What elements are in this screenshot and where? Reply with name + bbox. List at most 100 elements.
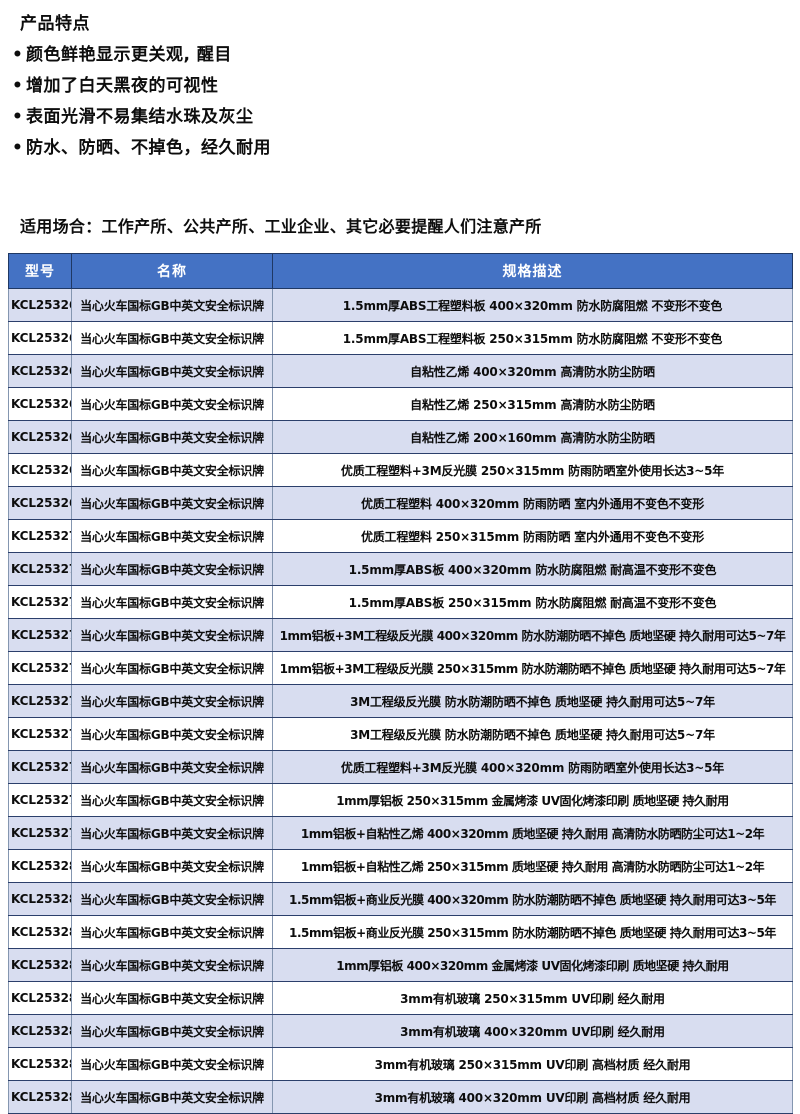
- cell-spec: 1mm厚铝板 400×320mm 金属烤漆 UV固化烤漆印刷 质地坚硬 持久耐用: [272, 948, 793, 982]
- cell-name: 当心火车国标GB中英文安全标识牌: [71, 1014, 273, 1048]
- cell-model: KCL253276: [8, 717, 72, 751]
- cell-spec: 优质工程塑料 400×320mm 防雨防晒 室内外通用不变色不变形: [272, 486, 793, 520]
- spec-table: 型号 名称 规格描述 KCL253263当心火车国标GB中英文安全标识牌1.5m…: [8, 253, 793, 1114]
- cell-name: 当心火车国标GB中英文安全标识牌: [71, 519, 273, 553]
- bullet-icon: •: [12, 138, 24, 158]
- cell-name: 当心火车国标GB中英文安全标识牌: [71, 552, 273, 586]
- cell-spec: 3M工程级反光膜 防水防潮防晒不掉色 质地坚硬 持久耐用可达5~7年: [272, 684, 793, 718]
- cell-model: KCL253267: [8, 420, 72, 454]
- table-row: KCL253283当心火车国标GB中英文安全标识牌1mm厚铝板 400×320m…: [8, 948, 793, 982]
- cell-name: 当心火车国标GB中英文安全标识牌: [71, 981, 273, 1015]
- cell-spec: 3mm有机玻璃 250×315mm UV印刷 高档材质 经久耐用: [272, 1047, 793, 1081]
- cell-model: KCL253280: [8, 849, 72, 883]
- cell-model: KCL253265: [8, 354, 72, 388]
- cell-model: KCL253284: [8, 981, 72, 1015]
- cell-spec: 1mm铝板+自粘性乙烯 400×320mm 质地坚硬 持久耐用 高清防水防晒防尘…: [272, 816, 793, 850]
- cell-model: KCL253277: [8, 750, 72, 784]
- cell-model: KCL253286: [8, 1047, 72, 1081]
- table-row: KCL253276当心火车国标GB中英文安全标识牌3M工程级反光膜 防水防潮防晒…: [8, 717, 793, 751]
- features-list: • 颜色鲜艳显示更关观, 醒目 • 增加了白天黑夜的可视性 • 表面光滑不易集结…: [0, 33, 800, 157]
- cell-model: KCL253264: [8, 321, 72, 355]
- cell-name: 当心火车国标GB中英文安全标识牌: [71, 882, 273, 916]
- cell-name: 当心火车国标GB中英文安全标识牌: [71, 783, 273, 817]
- table-header-row: 型号 名称 规格描述: [8, 253, 793, 289]
- cell-name: 当心火车国标GB中英文安全标识牌: [71, 717, 273, 751]
- cell-model: KCL253272: [8, 585, 72, 619]
- cell-spec: 1.5mm厚ABS板 250×315mm 防水防腐阻燃 耐高温不变形不变色: [272, 585, 793, 619]
- table-row: KCL253268当心火车国标GB中英文安全标识牌优质工程塑料+3M反光膜 25…: [8, 453, 793, 487]
- table-row: KCL253279当心火车国标GB中英文安全标识牌1mm铝板+自粘性乙烯 400…: [8, 816, 793, 850]
- cell-model: KCL253273: [8, 618, 72, 652]
- cell-name: 当心火车国标GB中英文安全标识牌: [71, 915, 273, 949]
- cell-name: 当心火车国标GB中英文安全标识牌: [71, 288, 273, 322]
- column-header-model: 型号: [8, 253, 72, 289]
- cell-spec: 优质工程塑料 250×315mm 防雨防晒 室内外通用不变色不变形: [272, 519, 793, 553]
- column-header-name: 名称: [71, 253, 273, 289]
- cell-name: 当心火车国标GB中英文安全标识牌: [71, 453, 273, 487]
- cell-model: KCL253275: [8, 684, 72, 718]
- table-row: KCL253266当心火车国标GB中英文安全标识牌自粘性乙烯 250×315mm…: [8, 387, 793, 421]
- table-row: KCL253277当心火车国标GB中英文安全标识牌优质工程塑料+3M反光膜 40…: [8, 750, 793, 784]
- cell-name: 当心火车国标GB中英文安全标识牌: [71, 651, 273, 685]
- cell-spec: 1.5mm厚ABS板 400×320mm 防水防腐阻燃 耐高温不变形不变色: [272, 552, 793, 586]
- cell-spec: 1.5mm铝板+商业反光膜 400×320mm 防水防潮防晒不掉色 质地坚硬 持…: [272, 882, 793, 916]
- cell-spec: 1.5mm厚ABS工程塑料板 400×320mm 防水防腐阻燃 不变形不变色: [272, 288, 793, 322]
- cell-spec: 自粘性乙烯 400×320mm 高清防水防尘防晒: [272, 354, 793, 388]
- cell-name: 当心火车国标GB中英文安全标识牌: [71, 684, 273, 718]
- bullet-icon: •: [12, 76, 24, 96]
- cell-spec: 1mm铝板+自粘性乙烯 250×315mm 质地坚硬 持久耐用 高清防水防晒防尘…: [272, 849, 793, 883]
- features-heading: 产品特点: [20, 14, 90, 34]
- cell-model: KCL253285: [8, 1014, 72, 1048]
- spec-table-head: 型号 名称 规格描述: [8, 253, 793, 289]
- cell-name: 当心火车国标GB中英文安全标识牌: [71, 816, 273, 850]
- cell-name: 当心火车国标GB中英文安全标识牌: [71, 420, 273, 454]
- cell-model: KCL253287: [8, 1080, 72, 1114]
- cell-spec: 3mm有机玻璃 400×320mm UV印刷 经久耐用: [272, 1014, 793, 1048]
- spec-table-body: KCL253263当心火车国标GB中英文安全标识牌1.5mm厚ABS工程塑料板 …: [8, 288, 793, 1114]
- cell-spec: 1mm厚铝板 250×315mm 金属烤漆 UV固化烤漆印刷 质地坚硬 持久耐用: [272, 783, 793, 817]
- table-row: KCL253275当心火车国标GB中英文安全标识牌3M工程级反光膜 防水防潮防晒…: [8, 684, 793, 718]
- cell-spec: 优质工程塑料+3M反光膜 400×320mm 防雨防晒室外使用长达3~5年: [272, 750, 793, 784]
- product-features-block: 产品特点 • 颜色鲜艳显示更关观, 醒目 • 增加了白天黑夜的可视性 • 表面光…: [0, 0, 800, 157]
- cell-spec: 1.5mm铝板+商业反光膜 250×315mm 防水防潮防晒不掉色 质地坚硬 持…: [272, 915, 793, 949]
- table-row: KCL253269当心火车国标GB中英文安全标识牌优质工程塑料 400×320m…: [8, 486, 793, 520]
- cell-model: KCL253283: [8, 948, 72, 982]
- cell-name: 当心火车国标GB中英文安全标识牌: [71, 321, 273, 355]
- table-row: KCL253285当心火车国标GB中英文安全标识牌3mm有机玻璃 400×320…: [8, 1014, 793, 1048]
- column-header-spec: 规格描述: [272, 253, 793, 289]
- cell-model: KCL253263: [8, 288, 72, 322]
- table-row: KCL253281当心火车国标GB中英文安全标识牌1.5mm铝板+商业反光膜 4…: [8, 882, 793, 916]
- table-row: KCL253282当心火车国标GB中英文安全标识牌1.5mm铝板+商业反光膜 2…: [8, 915, 793, 949]
- table-row: KCL253280当心火车国标GB中英文安全标识牌1mm铝板+自粘性乙烯 250…: [8, 849, 793, 883]
- cell-spec: 3mm有机玻璃 400×320mm UV印刷 高档材质 经久耐用: [272, 1080, 793, 1114]
- cell-model: KCL253279: [8, 816, 72, 850]
- table-row: KCL253271当心火车国标GB中英文安全标识牌1.5mm厚ABS板 400×…: [8, 552, 793, 586]
- cell-spec: 1mm铝板+3M工程级反光膜 250×315mm 防水防潮防晒不掉色 质地坚硬 …: [272, 651, 793, 685]
- cell-name: 当心火车国标GB中英文安全标识牌: [71, 585, 273, 619]
- cell-spec: 优质工程塑料+3M反光膜 250×315mm 防雨防晒室外使用长达3~5年: [272, 453, 793, 487]
- cell-model: KCL253281: [8, 882, 72, 916]
- cell-name: 当心火车国标GB中英文安全标识牌: [71, 354, 273, 388]
- cell-name: 当心火车国标GB中英文安全标识牌: [71, 387, 273, 421]
- cell-name: 当心火车国标GB中英文安全标识牌: [71, 1080, 273, 1114]
- cell-model: KCL253271: [8, 552, 72, 586]
- table-row: KCL253263当心火车国标GB中英文安全标识牌1.5mm厚ABS工程塑料板 …: [8, 288, 793, 322]
- cell-spec: 自粘性乙烯 250×315mm 高清防水防尘防晒: [272, 387, 793, 421]
- table-row: KCL253287当心火车国标GB中英文安全标识牌3mm有机玻璃 400×320…: [8, 1080, 793, 1114]
- applicable-scope-heading: 适用场合：工作产所、公共产所、工业企业、其它必要提醒人们注意产所: [20, 217, 542, 236]
- spec-table-container: 型号 名称 规格描述 KCL253263当心火车国标GB中英文安全标识牌1.5m…: [8, 253, 793, 1114]
- list-item: • 增加了白天黑夜的可视性: [0, 64, 800, 95]
- cell-model: KCL253268: [8, 453, 72, 487]
- cell-name: 当心火车国标GB中英文安全标识牌: [71, 486, 273, 520]
- list-item: • 防水、防晒、不掉色，经久耐用: [0, 126, 800, 157]
- cell-name: 当心火车国标GB中英文安全标识牌: [71, 948, 273, 982]
- table-row: KCL253267当心火车国标GB中英文安全标识牌自粘性乙烯 200×160mm…: [8, 420, 793, 454]
- table-row: KCL253286当心火车国标GB中英文安全标识牌3mm有机玻璃 250×315…: [8, 1047, 793, 1081]
- bullet-icon: •: [12, 107, 24, 127]
- table-row: KCL253272当心火车国标GB中英文安全标识牌1.5mm厚ABS板 250×…: [8, 585, 793, 619]
- cell-model: KCL253269: [8, 486, 72, 520]
- list-item: • 表面光滑不易集结水珠及灰尘: [0, 95, 800, 126]
- cell-model: KCL253270: [8, 519, 72, 553]
- feature-text: 防水、防晒、不掉色，经久耐用: [26, 138, 271, 158]
- cell-spec: 3mm有机玻璃 250×315mm UV印刷 经久耐用: [272, 981, 793, 1015]
